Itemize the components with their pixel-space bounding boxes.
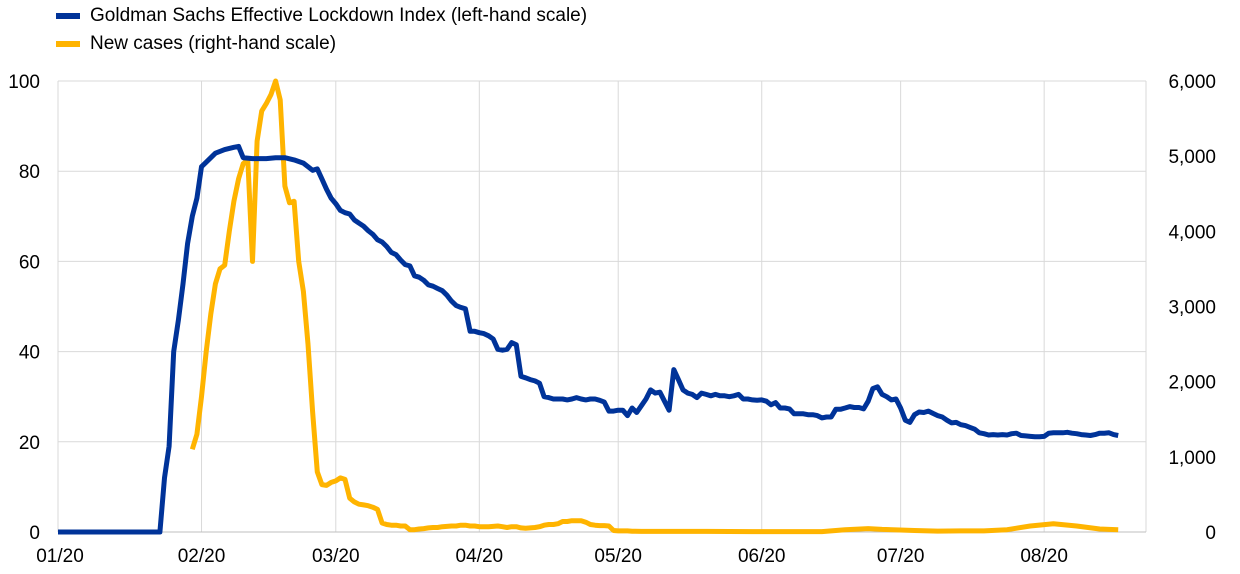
y-left-tick-label: 100 [8, 72, 40, 93]
y-right-tick-label: 0 [1205, 523, 1216, 544]
series-line-new-cases [189, 78, 1119, 535]
legend-item-new-cases: New cases (right-hand scale) [56, 30, 587, 58]
x-tick-label: 03/20 [312, 546, 360, 567]
legend-label-new-cases: New cases (right-hand scale) [90, 33, 337, 54]
legend-swatch-lockdown-index [56, 13, 80, 19]
x-tick-label: 02/20 [178, 546, 226, 567]
y-right-tick-label: 4,000 [1168, 222, 1216, 243]
series-group [58, 78, 1119, 535]
x-tick-label: 04/20 [456, 546, 504, 567]
x-tick-label: 01/20 [36, 546, 84, 567]
x-tick-label: 05/20 [594, 546, 642, 567]
y-left-tick-label: 60 [19, 252, 40, 273]
tick-labels: 0 20 40 60 80 100 0 1,000 2,000 3,000 4,000 5,000 6,… [8, 72, 1216, 567]
y-right-tick-label: 3,000 [1168, 298, 1216, 319]
y-right-tick-label: 6,000 [1168, 72, 1216, 93]
y-left-tick-label: 0 [29, 523, 40, 544]
x-tick-label: 07/20 [877, 546, 925, 567]
y-right-tick-label: 2,000 [1168, 373, 1216, 394]
x-tick-label: 08/20 [1020, 546, 1068, 567]
y-left-tick-label: 20 [19, 433, 40, 454]
y-right-tick-label: 1,000 [1168, 448, 1216, 469]
series-line-lockdown-index [58, 143, 1119, 535]
legend-swatch-new-cases [56, 41, 80, 47]
legend-label-lockdown-index: Goldman Sachs Effective Lockdown Index (… [90, 5, 588, 26]
legend: Goldman Sachs Effective Lockdown Index (… [56, 2, 587, 58]
x-tick-label: 06/20 [738, 546, 786, 567]
y-left-tick-label: 40 [19, 343, 40, 364]
y-left-tick-label: 80 [19, 162, 40, 183]
legend-item-lockdown-index: Goldman Sachs Effective Lockdown Index (… [56, 2, 587, 30]
y-right-tick-label: 5,000 [1168, 147, 1216, 168]
